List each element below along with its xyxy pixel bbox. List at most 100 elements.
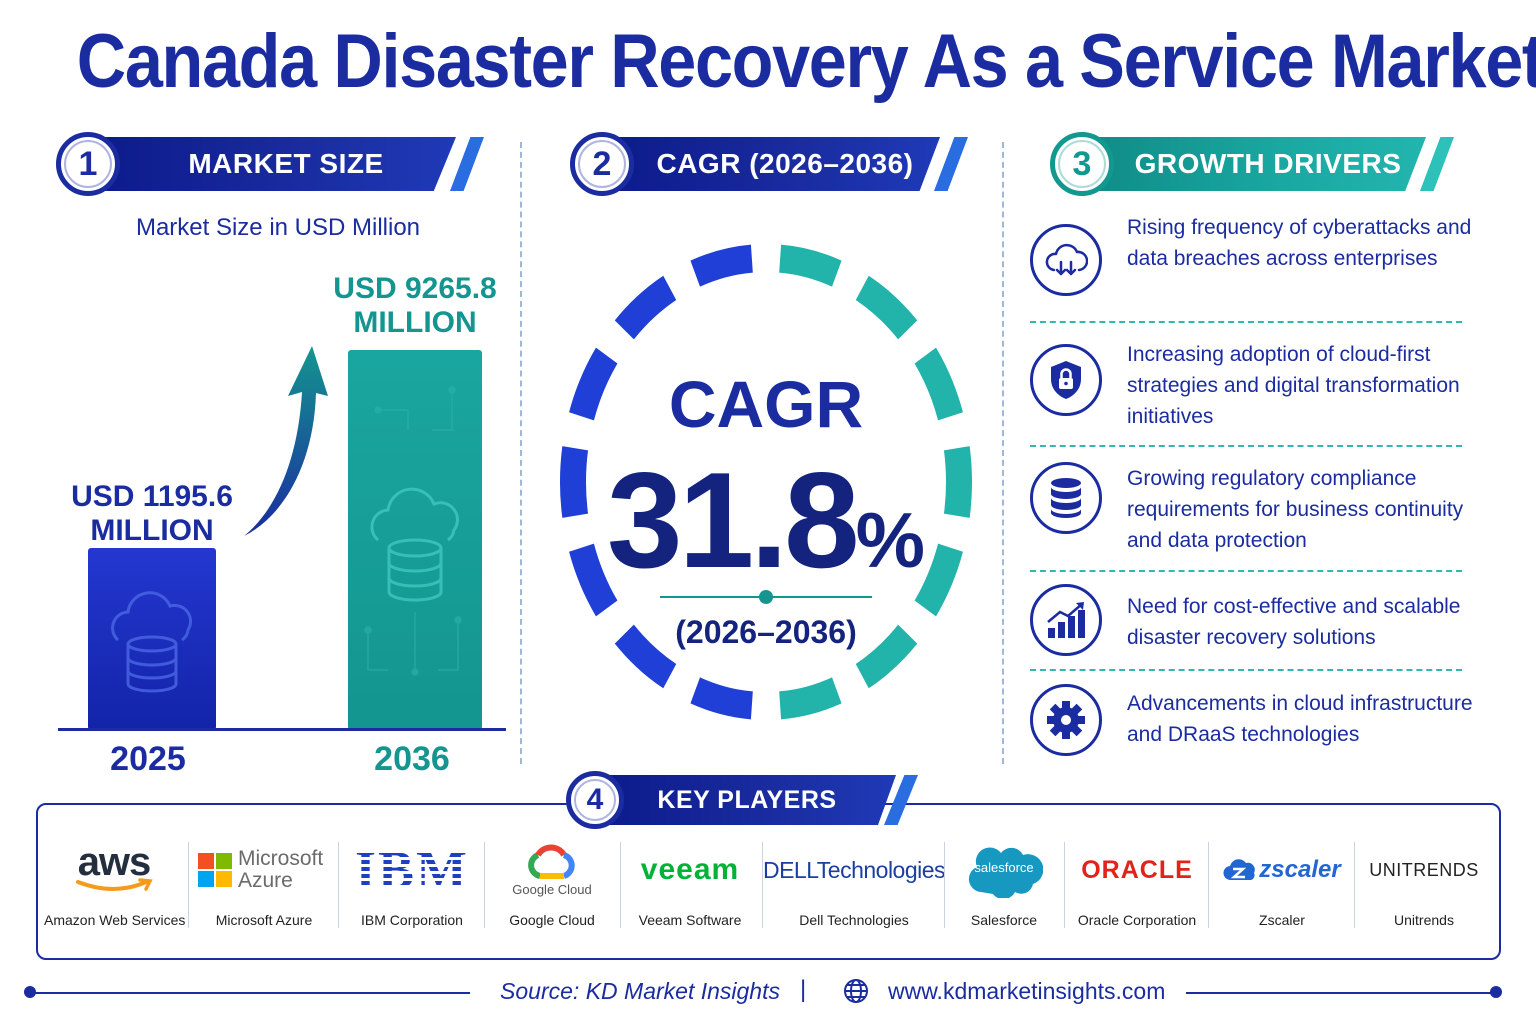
section-label: CAGR (2026–2036): [656, 148, 914, 179]
source-text: Source: KD Market Insights: [500, 978, 780, 1004]
section-header-market-size: 1 MARKET SIZE: [56, 132, 484, 196]
section-label: GROWTH DRIVERS: [1134, 148, 1402, 179]
section-label: MARKET SIZE: [188, 148, 384, 179]
salesforce-logo-text: salesforce: [974, 860, 1034, 875]
cloud-database-icon: [111, 591, 193, 693]
growth-chart-icon: [1030, 584, 1102, 656]
ring-segment: [855, 624, 918, 689]
page-title: Canada Disaster Recovery As a Service Ma…: [76, 19, 1536, 104]
value-line: MILLION: [353, 306, 477, 339]
player-name: Oracle Corporation: [1077, 912, 1197, 928]
chart-baseline: [58, 728, 506, 731]
section-number: 3: [1050, 132, 1114, 196]
zscaler-cloud-icon: [1223, 859, 1256, 881]
value-line: USD 1195.6: [71, 480, 233, 513]
ring-segment: [690, 677, 753, 720]
oracle-logo: ORACLE: [1068, 838, 1206, 902]
microsoft-squares-icon: [198, 853, 232, 887]
ring-segment: [614, 275, 677, 340]
cloud-download-icon: [1030, 224, 1102, 296]
player-dell: DELLTechnologies Dell Technologies: [762, 838, 946, 938]
aws-logo-text: aws: [77, 840, 152, 884]
dell-logo-text: DELLTechnologies: [762, 856, 946, 883]
player-divider: [188, 842, 189, 928]
driver-text: Rising frequency of cyberattacks and dat…: [1127, 216, 1472, 270]
player-divider: [1064, 842, 1065, 928]
bar-2025: [88, 548, 216, 730]
section-header-cagr: 2 CAGR (2026–2036): [570, 132, 968, 196]
ring-segment: [614, 624, 677, 689]
player-name: Unitrends: [1394, 912, 1454, 928]
zscaler-logo-text: zscaler: [1259, 856, 1341, 883]
veeam-logo: VEEAM: [622, 838, 758, 902]
player-divider: [484, 842, 485, 928]
bar-2036: [348, 350, 482, 730]
player-divider: [1208, 842, 1209, 928]
salesforce-logo: salesforce: [948, 838, 1060, 902]
ring-segment: [943, 446, 972, 518]
google-cloud-logo: Google Cloud: [488, 838, 616, 902]
year-label-2025: 2025: [110, 740, 186, 778]
player-google-cloud: Google Cloud Google Cloud: [488, 838, 616, 938]
driver-divider: [1030, 321, 1462, 323]
player-name: Zscaler: [1259, 912, 1305, 928]
ring-segment: [914, 543, 963, 617]
shield-lock-icon: [1030, 344, 1102, 416]
microsoft-azure-logo: Microsoft Azure: [190, 838, 338, 902]
cagr-number: 31.8: [606, 444, 860, 596]
ring-segment: [855, 275, 918, 340]
player-salesforce: salesforce Salesforce: [948, 838, 1060, 938]
globe-icon: [844, 979, 868, 1003]
cagr-unit: %: [855, 496, 926, 584]
cagr-period: (2026–2036): [675, 614, 857, 650]
footer-separator: |: [800, 976, 807, 1003]
market-size-caption: Market Size in USD Million: [135, 214, 421, 241]
player-divider: [338, 842, 339, 928]
ibm-logo-text: IBM: [355, 840, 469, 900]
driver-text: Growing regulatory compliance requiremen…: [1127, 467, 1464, 552]
oracle-logo-text: ORACLE: [1081, 855, 1193, 884]
player-ibm: IBM IBM Corporation: [342, 838, 482, 938]
growth-arrow-icon: [244, 346, 328, 536]
ring-segment: [779, 677, 842, 720]
salesforce-cloud-icon: [968, 847, 1043, 898]
player-divider: [1354, 842, 1355, 928]
ring-segment: [569, 347, 618, 421]
cagr-heading: CAGR: [668, 367, 864, 441]
ring-segment: [560, 446, 589, 518]
section-label: KEY PLAYERS: [657, 785, 837, 814]
player-unitrends: UNITRENDS Unitrends: [1358, 838, 1490, 938]
column-divider: [520, 142, 522, 764]
bar-value-2036: USD 9265.8 MILLION: [320, 272, 510, 340]
player-name: Google Cloud: [509, 912, 595, 928]
driver-divider: [1030, 445, 1462, 447]
cloud-database-icon: [364, 386, 462, 676]
unitrends-logo-text: UNITRENDS: [1369, 859, 1479, 880]
gear-icon: [1030, 684, 1102, 756]
value-line: MILLION: [90, 514, 214, 547]
google-cloud-icon: [528, 843, 575, 879]
section-number: 1: [56, 132, 120, 196]
ring-segment: [914, 347, 963, 421]
database-icon: [1030, 462, 1102, 534]
ring-segment: [690, 244, 753, 287]
player-microsoft-azure: Microsoft Azure Microsoft Azure: [190, 838, 338, 938]
player-name: Dell Technologies: [799, 912, 909, 928]
driver-text: Increasing adoption of cloud-first strat…: [1127, 343, 1460, 428]
microsoft-azure-logo-text: Microsoft Azure: [238, 847, 324, 892]
section-number: 2: [570, 132, 634, 196]
google-cloud-logo-text: Google Cloud: [512, 881, 592, 897]
cagr-ring: [560, 244, 972, 720]
footer-line: [1186, 992, 1496, 994]
player-name: Salesforce: [970, 912, 1038, 928]
website-link[interactable]: www.kdmarketinsights.com: [888, 978, 1166, 1004]
player-oracle: ORACLE Oracle Corporation: [1068, 838, 1206, 938]
player-zscaler: zscaler Zscaler: [1212, 838, 1352, 938]
player-aws: aws Amazon Web Services: [44, 838, 185, 938]
dell-logo: DELLTechnologies: [762, 838, 946, 902]
ring-segment: [569, 543, 618, 617]
section-number: 4: [566, 771, 624, 829]
unitrends-logo: UNITRENDS: [1358, 838, 1490, 902]
player-name: Microsoft Azure: [215, 912, 313, 928]
player-divider: [620, 842, 621, 928]
